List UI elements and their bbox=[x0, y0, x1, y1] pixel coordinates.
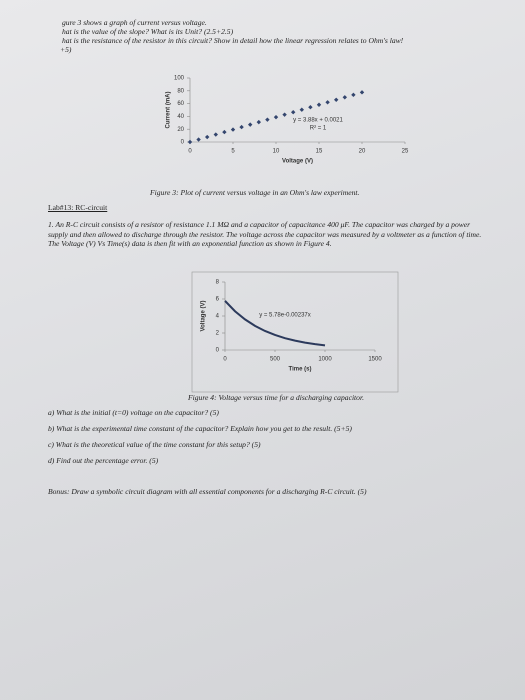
chart-border bbox=[191, 271, 399, 393]
y-tick-label: 60 bbox=[177, 101, 184, 107]
x-tick-label: 500 bbox=[270, 357, 281, 363]
data-point bbox=[299, 107, 304, 112]
x-tick-label: 10 bbox=[273, 149, 280, 155]
y-tick-label: 4 bbox=[216, 314, 220, 320]
problem-text: 1. An R-C circuit consists of a resistor… bbox=[48, 220, 482, 248]
data-point bbox=[308, 105, 313, 110]
data-point bbox=[325, 100, 330, 105]
data-point bbox=[359, 90, 365, 95]
annotation: y = 5.78e-0.00237x bbox=[259, 313, 311, 319]
y-tick-label: 40 bbox=[177, 114, 184, 120]
y-tick-label: 100 bbox=[174, 76, 185, 82]
y-tick-label: 0 bbox=[216, 348, 220, 354]
y-axis-label: Current (mA) bbox=[166, 91, 172, 128]
x-tick-label: 20 bbox=[359, 149, 366, 155]
intro-line: gure 3 shows a graph of current versus v… bbox=[62, 18, 207, 27]
data-point bbox=[256, 119, 261, 125]
question: c) What is the theoretical value of the … bbox=[48, 440, 261, 449]
y-axis-label: Voltage (V) bbox=[201, 301, 207, 332]
data-point bbox=[230, 127, 236, 132]
data-point bbox=[273, 114, 279, 120]
data-point bbox=[248, 122, 253, 127]
annotation: y = 3.88x + 0.0021 bbox=[293, 118, 343, 124]
x-tick-label: 1500 bbox=[368, 357, 382, 363]
x-tick-label: 1000 bbox=[318, 357, 332, 363]
data-point bbox=[239, 124, 244, 130]
x-tick-label: 25 bbox=[402, 149, 409, 155]
annotation: R² = 1 bbox=[310, 126, 327, 132]
figure-caption: Figure 4: Voltage versus time for a disc… bbox=[188, 393, 364, 402]
intro-line: +5) bbox=[60, 45, 72, 54]
intro-line: hat is the resistance of the resistor in… bbox=[62, 36, 404, 45]
x-tick-label: 0 bbox=[223, 357, 227, 363]
data-point bbox=[342, 95, 347, 100]
data-point bbox=[187, 139, 193, 145]
data-point bbox=[282, 112, 287, 117]
y-tick-label: 0 bbox=[181, 140, 185, 146]
x-axis-label: Voltage (V) bbox=[282, 159, 313, 165]
fit-line bbox=[224, 300, 326, 347]
data-point bbox=[265, 117, 270, 122]
x-tick-label: 15 bbox=[316, 149, 323, 155]
section-heading: Lab#13: RC-circuit bbox=[48, 203, 108, 212]
bonus: Bonus: Draw a symbolic circuit diagram w… bbox=[48, 487, 367, 496]
x-tick-label: 5 bbox=[231, 149, 235, 155]
data-point bbox=[205, 134, 210, 140]
y-tick-label: 2 bbox=[216, 331, 220, 337]
question: b) What is the experimental time constan… bbox=[48, 424, 352, 433]
x-tick-label: 0 bbox=[188, 149, 192, 155]
chart: 0 20 40 60 80 100 0 5 10 15 20 25 Voltage (V) Current… bbox=[166, 76, 409, 165]
data-point bbox=[222, 129, 227, 135]
data-point bbox=[213, 132, 218, 137]
data-point bbox=[291, 110, 296, 115]
intro-line: hat is the value of the slope? What is i… bbox=[62, 27, 234, 36]
y-tick-label: 20 bbox=[177, 127, 184, 133]
figure-caption: Figure 3: Plot of current versus voltage… bbox=[150, 188, 360, 197]
data-point bbox=[351, 92, 356, 98]
chart: 0 2 4 6 8 0 500 1000 1500 Time (s) Voltage (V) y = … bbox=[191, 271, 399, 393]
data-point bbox=[334, 97, 339, 102]
data-point bbox=[196, 137, 201, 142]
question: d) Find out the percentage error. (5) bbox=[48, 456, 159, 465]
x-axis-label: Time (s) bbox=[289, 367, 312, 373]
y-tick-label: 80 bbox=[177, 88, 184, 94]
y-tick-label: 8 bbox=[216, 280, 220, 286]
data-point bbox=[316, 102, 322, 107]
y-tick-label: 6 bbox=[216, 297, 220, 303]
question: a) What is the initial (t=0) voltage on … bbox=[48, 408, 219, 417]
